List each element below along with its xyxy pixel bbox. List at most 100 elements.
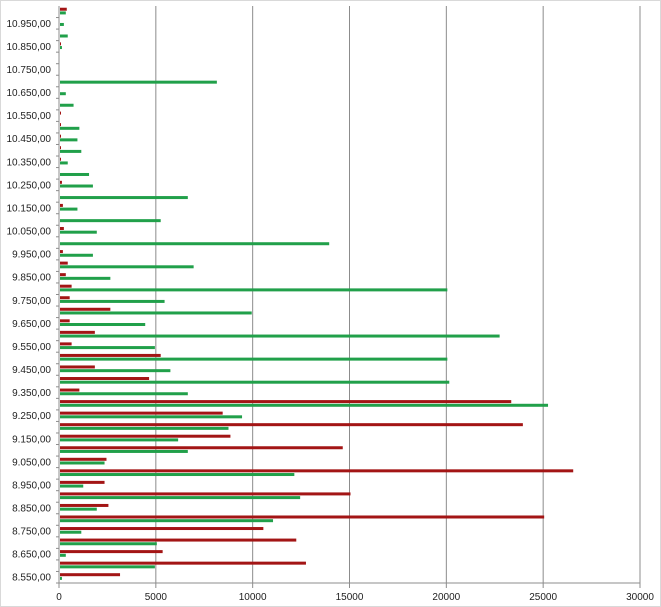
bar-red-12 [60,434,231,438]
bar-green-32 [60,207,78,211]
bar-green-29 [60,242,330,246]
bar-red-13 [60,423,523,427]
bar-green-2 [60,553,66,557]
bar-red-46 [60,42,61,46]
bar-green-23 [60,311,252,315]
axes [56,6,641,588]
y-tick-label: 8.650,00 [12,550,51,561]
x-tick-labels: 0 5000 10000 15000 20000 25000 30000 [56,592,654,603]
y-tick-label: 9.750,00 [12,296,51,307]
bar-green-35 [60,172,90,176]
bar-red-10 [60,457,107,461]
y-tick-label: 10.650,00 [7,88,52,99]
x-tick-label: 25000 [529,592,557,603]
bar-green-26 [60,276,111,280]
bar-green-12 [60,438,179,442]
bar-green-38 [60,138,78,142]
bar-green-16 [60,392,188,396]
bar-red-9 [60,469,574,473]
x-tick-label: 5000 [145,592,168,603]
bar-green-3 [60,542,157,546]
bar-red-2 [60,550,163,554]
bar-green-1 [60,565,155,569]
bar-red-28 [60,250,63,254]
bar-green-34 [60,184,93,188]
bar-green-4 [60,530,82,534]
bar-green-6 [60,507,97,511]
y-tick-label: 8.950,00 [12,480,51,491]
bar-green-25 [60,288,448,292]
bar-green-14 [60,415,243,419]
bar-red-27 [60,261,68,265]
bar-green-42 [60,92,66,96]
bar-green-41 [60,103,74,107]
bar-green-20 [60,346,155,350]
bar-green-30 [60,230,97,234]
bar-red-5 [60,515,545,519]
bar-green-28 [60,253,93,257]
bar-red-25 [60,284,72,288]
bar-green-49 [60,11,66,15]
bar-red-3 [60,538,297,542]
bar-red-0 [60,573,121,577]
y-tick-label: 8.550,00 [12,573,51,584]
y-tick-label: 9.250,00 [12,411,51,422]
y-tick-label: 9.850,00 [12,273,51,284]
bar-green-47 [60,34,68,38]
bar-green-21 [60,334,500,338]
bar-green-43 [60,80,217,84]
bar-red-40 [60,111,61,115]
bar-red-16 [60,388,80,392]
bar-red-8 [60,480,105,484]
y-tick-label: 9.150,00 [12,434,51,445]
gridlines [155,6,641,583]
bar-red-26 [60,273,66,277]
bar-red-4 [60,527,264,531]
y-tick-label: 10.450,00 [7,134,52,145]
bar-green-37 [60,149,82,153]
bar-green-22 [60,323,146,327]
bar-red-21 [60,330,95,334]
bar-red-39 [60,123,61,127]
y-tick-label: 10.250,00 [7,180,52,191]
y-tick-label: 9.550,00 [12,342,51,353]
bar-green-17 [60,380,450,384]
x-tick-label: 20000 [432,592,460,603]
y-tick-label: 9.650,00 [12,319,51,330]
bar-green-33 [60,196,188,200]
bar-red-1 [60,561,306,565]
y-tick-label: 9.950,00 [12,250,51,261]
bar-green-19 [60,357,448,361]
y-tick-label: 10.850,00 [7,42,52,53]
y-tick-label: 9.350,00 [12,388,51,399]
bar-red-34 [60,180,62,184]
bar-red-15 [60,400,512,404]
bar-red-49 [60,7,67,11]
bars [60,7,574,580]
bar-green-24 [60,299,165,303]
bar-red-23 [60,307,111,311]
bar-green-46 [60,46,62,50]
bar-red-7 [60,492,351,496]
bar-green-31 [60,219,161,223]
y-tick-label: 10.950,00 [7,19,52,30]
y-tick-labels: 8.550,00 8.650,00 8.750,00 8.850,00 8.950,00… [7,19,52,584]
bar-green-9 [60,473,295,477]
y-tick-label: 10.550,00 [7,111,52,122]
bar-red-19 [60,353,161,357]
bar-red-11 [60,446,343,450]
bar-green-8 [60,484,84,488]
bar-red-20 [60,342,72,346]
bar-green-27 [60,265,194,269]
bar-red-17 [60,377,150,381]
bar-green-39 [60,126,80,130]
bar-red-38 [60,134,61,138]
bar-green-7 [60,496,301,500]
bar-green-36 [60,161,68,165]
y-tick-label: 10.150,00 [7,203,52,214]
bar-green-0 [60,576,62,580]
bar-red-37 [60,146,61,150]
bar-red-22 [60,319,70,323]
